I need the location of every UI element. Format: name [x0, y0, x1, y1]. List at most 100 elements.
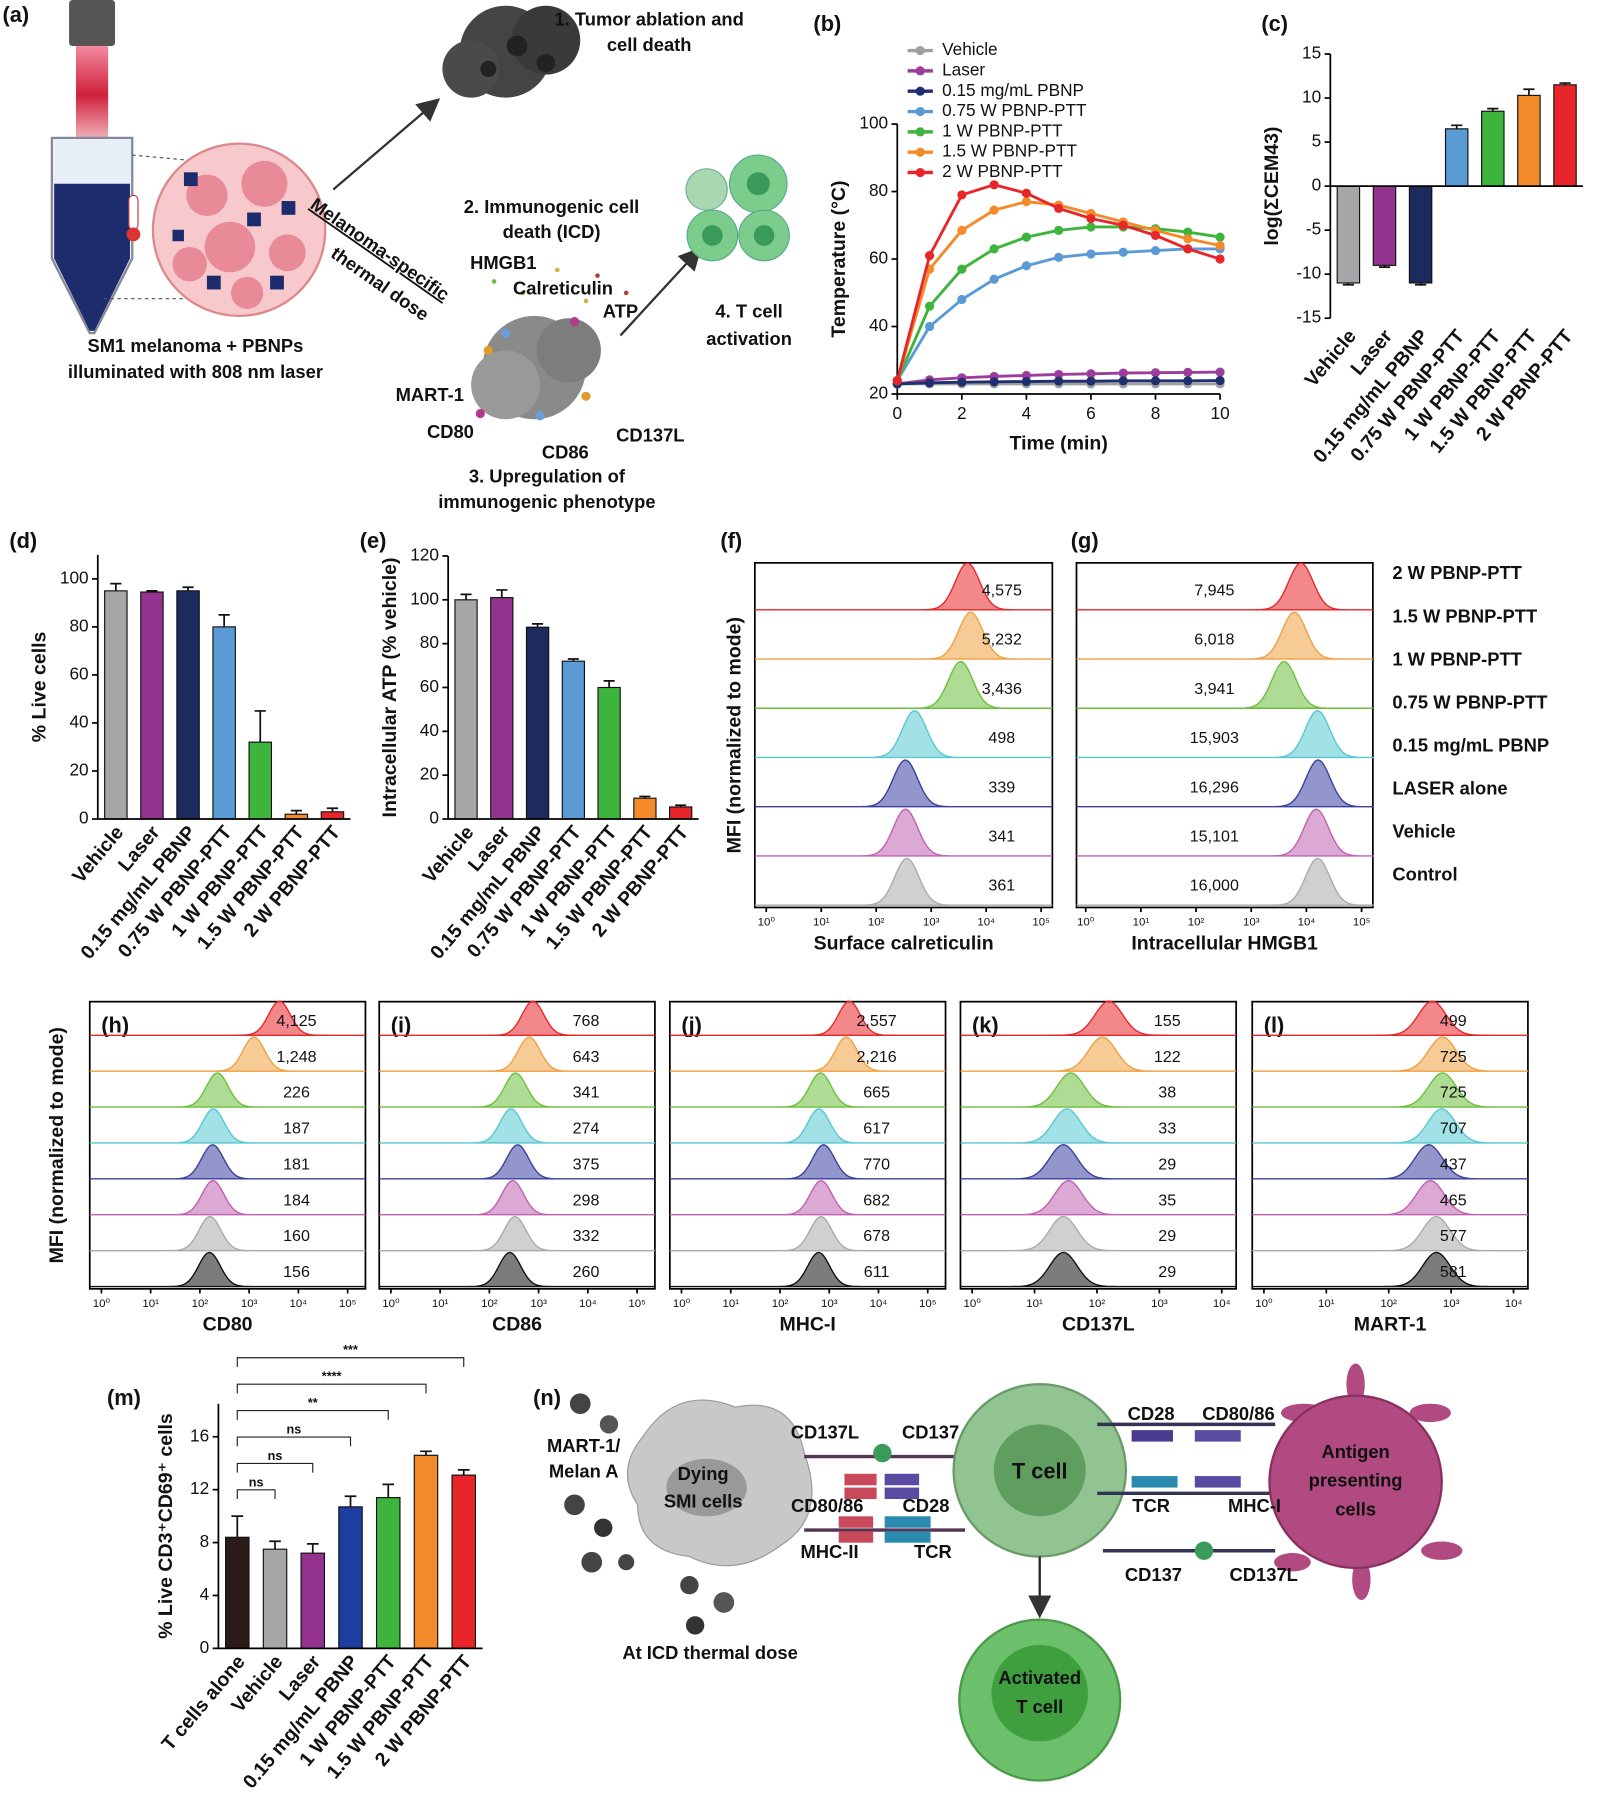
x-tick-label: 10⁴ — [1213, 1298, 1231, 1310]
data-label: 181 — [283, 1155, 310, 1173]
data-label: 35 — [1158, 1191, 1176, 1209]
y-tick-label: 8 — [200, 1531, 210, 1551]
legend-marker — [915, 45, 925, 56]
series-line — [896, 247, 1221, 382]
histogram-peak — [669, 1072, 946, 1108]
data-label: 156 — [283, 1263, 310, 1281]
data-label: 682 — [863, 1191, 890, 1209]
error-bar — [567, 658, 579, 662]
histogram-peak — [1076, 808, 1374, 857]
legend-marker — [915, 86, 925, 96]
histogram-peak — [669, 1036, 946, 1072]
error-bar — [639, 795, 651, 799]
data-label: 768 — [573, 1012, 600, 1030]
x-tick-label: 10² — [1380, 1298, 1397, 1310]
y-tick-label: 40 — [69, 711, 88, 731]
bar — [561, 660, 586, 820]
legend-label: 2 W PBNP-PTT — [942, 161, 1063, 181]
diagram-label: MHC-I — [1228, 1495, 1281, 1516]
data-label: 643 — [573, 1048, 600, 1066]
diagram-label: ATP — [603, 300, 638, 321]
significance-label: **** — [322, 1370, 342, 1384]
data-label: 678 — [863, 1227, 890, 1245]
x-axis-label: Intracellular HMGB1 — [1131, 932, 1318, 954]
y-axis-label: MFI (normalized to mode) — [46, 1027, 68, 1263]
x-tick-label: 10³ — [241, 1298, 258, 1310]
data-label: 665 — [863, 1084, 890, 1102]
diagram-label: CD137 — [1125, 1564, 1182, 1585]
legend-label: 1.5 W PBNP-PTT — [1392, 605, 1538, 626]
data-label: 184 — [283, 1191, 310, 1209]
diagram-n-art — [564, 1363, 1463, 1782]
histogram-peak — [1252, 1108, 1528, 1144]
error-bar — [603, 680, 615, 688]
bar — [525, 626, 550, 820]
diagram-label: immunogenic phenotype — [438, 491, 655, 512]
x-axis-label: MHC-I — [780, 1314, 836, 1336]
x-tick-label: 10⁰ — [382, 1298, 400, 1310]
error-bar — [218, 614, 230, 627]
error-bar — [254, 710, 266, 743]
data-point — [892, 375, 902, 386]
error-bar — [1523, 88, 1535, 96]
legend-label: 0.75 W PBNP-PTT — [942, 100, 1087, 120]
x-axis-label: CD86 — [492, 1314, 542, 1336]
diagram-label: Activated — [998, 1667, 1081, 1688]
data-label: 29 — [1158, 1155, 1176, 1173]
data-label: 122 — [1154, 1048, 1181, 1066]
data-label: 1,248 — [276, 1048, 316, 1066]
data-point — [1215, 232, 1225, 242]
panel-label: (k) — [972, 1013, 999, 1038]
y-axis-label: % Live cells — [29, 631, 51, 742]
panel-label: (c) — [1261, 11, 1288, 36]
data-label: 2,216 — [856, 1048, 896, 1066]
legend-label: 2 W PBNP-PTT — [1392, 562, 1522, 583]
histogram-peak — [89, 1108, 366, 1144]
data-label: 29 — [1158, 1263, 1176, 1281]
y-tick-label: 20 — [869, 383, 888, 403]
x-tick-label: 10⁵ — [1353, 916, 1371, 928]
data-point — [1183, 244, 1193, 254]
error-bar — [382, 1483, 395, 1498]
data-label: 341 — [573, 1084, 600, 1102]
data-label: 7,945 — [1194, 581, 1234, 599]
data-point — [1183, 227, 1193, 237]
data-point — [1118, 376, 1128, 386]
data-point — [1054, 369, 1064, 380]
histogram-peak — [379, 1108, 655, 1144]
data-point — [1086, 249, 1096, 259]
panel-label: (l) — [1264, 1013, 1285, 1038]
plot-frame — [668, 1000, 947, 1290]
diagram-label: CD137L — [616, 424, 684, 445]
plot-frame — [378, 1000, 656, 1290]
x-tick-label: 10⁵ — [628, 1298, 646, 1310]
x-tick-label: 10⁵ — [919, 1298, 937, 1310]
error-bar — [420, 1450, 432, 1456]
histogram-peak — [754, 562, 1053, 611]
data-point — [957, 294, 967, 305]
diagram-label: (a) — [2, 2, 29, 27]
y-axis-label: Temperature (°C) — [828, 180, 850, 337]
legend-marker — [915, 66, 925, 76]
significance-bracket — [236, 1410, 389, 1420]
x-tick-label: 10¹ — [142, 1298, 159, 1310]
data-label: 33 — [1158, 1120, 1176, 1138]
data-point — [1183, 234, 1193, 244]
bar — [633, 797, 657, 820]
histogram-peak — [669, 1251, 946, 1288]
histogram-peak — [960, 1000, 1237, 1036]
diagram-label: At ICD thermal dose — [622, 1642, 797, 1663]
data-label: 361 — [988, 877, 1015, 895]
x-axis-label: CD137L — [1062, 1314, 1135, 1336]
legend-label: 0.75 W PBNP-PTT — [1392, 691, 1548, 712]
error-bar — [231, 1515, 244, 1538]
x-tick-label: 10¹ — [1133, 916, 1150, 928]
histogram-peak — [1252, 1000, 1528, 1036]
panel-label: (e) — [360, 528, 387, 553]
data-point — [1118, 247, 1128, 257]
data-label: 725 — [1440, 1084, 1467, 1102]
data-label: 29 — [1158, 1227, 1176, 1245]
error-bar — [1559, 82, 1571, 85]
data-point — [957, 377, 967, 387]
data-label: 155 — [1154, 1012, 1181, 1030]
